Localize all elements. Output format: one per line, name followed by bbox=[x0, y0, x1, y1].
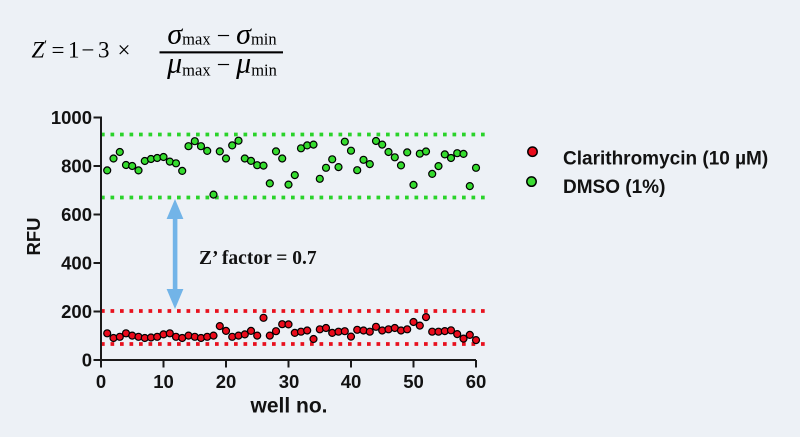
svg-text:σmax − σmin: σmax − σmin bbox=[167, 18, 276, 51]
svg-text:40: 40 bbox=[341, 371, 362, 392]
svg-text:60: 60 bbox=[466, 371, 487, 392]
svg-text:10: 10 bbox=[153, 371, 174, 392]
svg-text:μmax − μmin: μmax − μmin bbox=[166, 47, 277, 80]
svg-text:1000: 1000 bbox=[51, 107, 92, 128]
svg-text:well no.: well no. bbox=[249, 395, 327, 418]
svg-text:Z′=1−3×: Z′ = 1− 3 × bbox=[32, 38, 131, 63]
svg-text:30: 30 bbox=[279, 371, 300, 392]
svg-text:Z’ factor = 0.7: Z’ factor = 0.7 bbox=[199, 248, 317, 269]
svg-text:Clarithromycin (10 µM): Clarithromycin (10 µM) bbox=[563, 148, 768, 169]
svg-text:20: 20 bbox=[216, 371, 237, 392]
svg-text:0: 0 bbox=[96, 371, 106, 392]
svg-text:DMSO (1%): DMSO (1%) bbox=[563, 177, 665, 198]
svg-text:0: 0 bbox=[82, 350, 92, 371]
svg-text:200: 200 bbox=[61, 301, 92, 322]
svg-text:50: 50 bbox=[403, 371, 424, 392]
svg-text:800: 800 bbox=[61, 156, 92, 177]
svg-text:400: 400 bbox=[61, 253, 92, 274]
svg-text:RFU: RFU bbox=[23, 217, 44, 255]
svg-text:600: 600 bbox=[61, 204, 92, 225]
